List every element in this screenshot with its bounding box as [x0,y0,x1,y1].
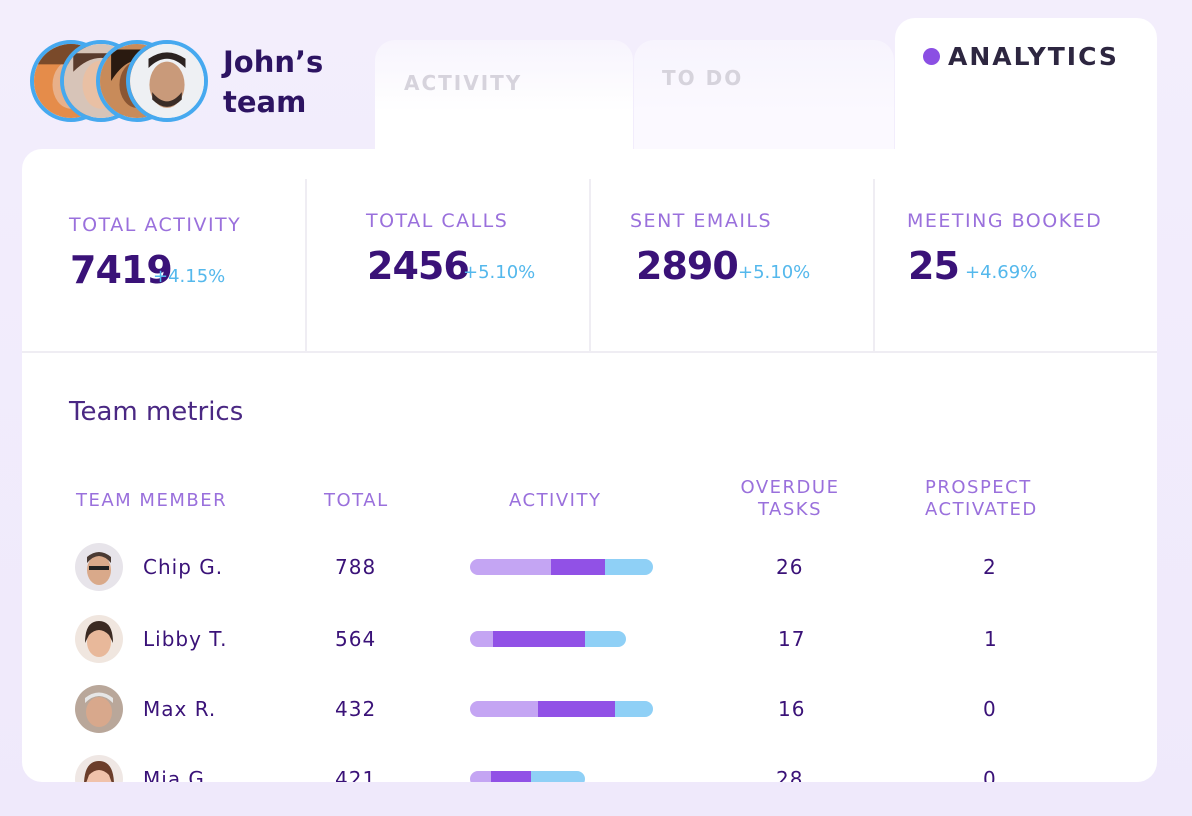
stat-change: +4.69% [965,262,1038,283]
tab-label: TO DO [662,66,744,90]
table-row[interactable]: Max R. 432 16 0 [22,679,1157,739]
stat-change: +5.10% [738,262,811,283]
member-overdue: 17 [778,627,806,651]
column-header-activity: ACTIVITY [509,490,602,511]
activity-bar [470,701,653,717]
member-total: 421 [335,767,377,782]
tab-to-do[interactable]: TO DO [634,40,894,160]
stat-total-calls: TOTAL CALLS 2456 +5.10% [307,179,589,353]
divider [873,179,875,353]
column-header-line: ACTIVATED [925,499,1038,520]
activity-segment-purple [490,771,531,782]
stat-meeting-booked: MEETING BOOKED 25 +4.69% [875,179,1157,353]
stat-value: 2890 [636,244,739,288]
team-name: John’s team [223,45,324,119]
tab-activity[interactable]: ACTIVITY [375,40,633,160]
activity-bar [470,771,585,782]
member-overdue: 28 [776,767,804,782]
stat-value: 2456 [367,244,470,288]
member-overdue: 26 [776,555,804,579]
divider [305,179,307,353]
activity-segment-light [470,771,491,782]
activity-segment-blue [605,559,653,575]
member-total: 564 [335,627,377,651]
divider [589,179,591,353]
avatar [75,755,123,782]
column-header-overdue-tasks: OVERDUE TASKS [730,477,850,521]
stat-value: 25 [908,244,960,288]
activity-segment-light [470,701,538,717]
active-dot-icon [923,48,940,65]
member-prospect: 0 [983,767,997,782]
activity-segment-purple [550,559,606,575]
activity-bar [470,559,653,575]
stat-value: 7419 [70,248,173,292]
member-prospect: 0 [983,697,997,721]
activity-segment-light [470,631,494,647]
activity-segment-purple [493,631,586,647]
section-title: Team metrics [69,397,244,427]
stat-change: +5.10% [463,262,536,283]
stat-label: TOTAL ACTIVITY [69,214,242,236]
member-name: Mia G. [143,767,213,782]
avatar [126,40,208,122]
column-header-line: PROSPECT [925,477,1032,498]
analytics-card: TOTAL ACTIVITY 7419 +4.15% TOTAL CALLS 2… [22,149,1157,782]
stats-row: TOTAL ACTIVITY 7419 +4.15% TOTAL CALLS 2… [22,149,1157,353]
activity-segment-blue [530,771,585,782]
stat-label: MEETING BOOKED [907,210,1103,232]
table-row[interactable]: Chip G. 788 26 2 [22,537,1157,597]
table-row[interactable]: Libby T. 564 17 1 [22,609,1157,669]
stat-total-activity: TOTAL ACTIVITY 7419 +4.15% [22,179,305,353]
column-header-total: TOTAL [324,490,389,511]
column-header-line: TASKS [757,499,823,520]
member-overdue: 16 [778,697,806,721]
member-prospect: 2 [983,555,997,579]
column-header-team-member: TEAM MEMBER [76,490,228,511]
member-name: Libby T. [143,627,228,651]
activity-segment-blue [614,701,653,717]
stat-label: SENT EMAILS [630,210,773,232]
avatar [75,685,123,733]
avatar [75,543,123,591]
member-name: Chip G. [143,555,224,579]
column-header-line: OVERDUE [740,477,840,498]
member-total: 432 [335,697,377,721]
member-prospect: 1 [984,627,998,651]
team-avatars[interactable] [30,40,210,126]
stat-label: TOTAL CALLS [366,210,509,232]
tab-label: ACTIVITY [404,71,523,95]
avatar [75,615,123,663]
activity-segment-blue [585,631,626,647]
column-header-prospect-activated: PROSPECT ACTIVATED [925,477,1055,521]
stat-sent-emails: SENT EMAILS 2890 +5.10% [591,179,873,353]
activity-bar [470,631,626,647]
member-total: 788 [335,555,377,579]
tab-label: ANALYTICS [948,42,1119,71]
tab-analytics[interactable]: ANALYTICS [895,18,1157,168]
table-row[interactable]: Mia G. 421 28 0 [22,749,1157,782]
activity-segment-purple [537,701,615,717]
stat-change: +4.15% [153,266,226,287]
activity-segment-light [470,559,551,575]
member-name: Max R. [143,697,217,721]
